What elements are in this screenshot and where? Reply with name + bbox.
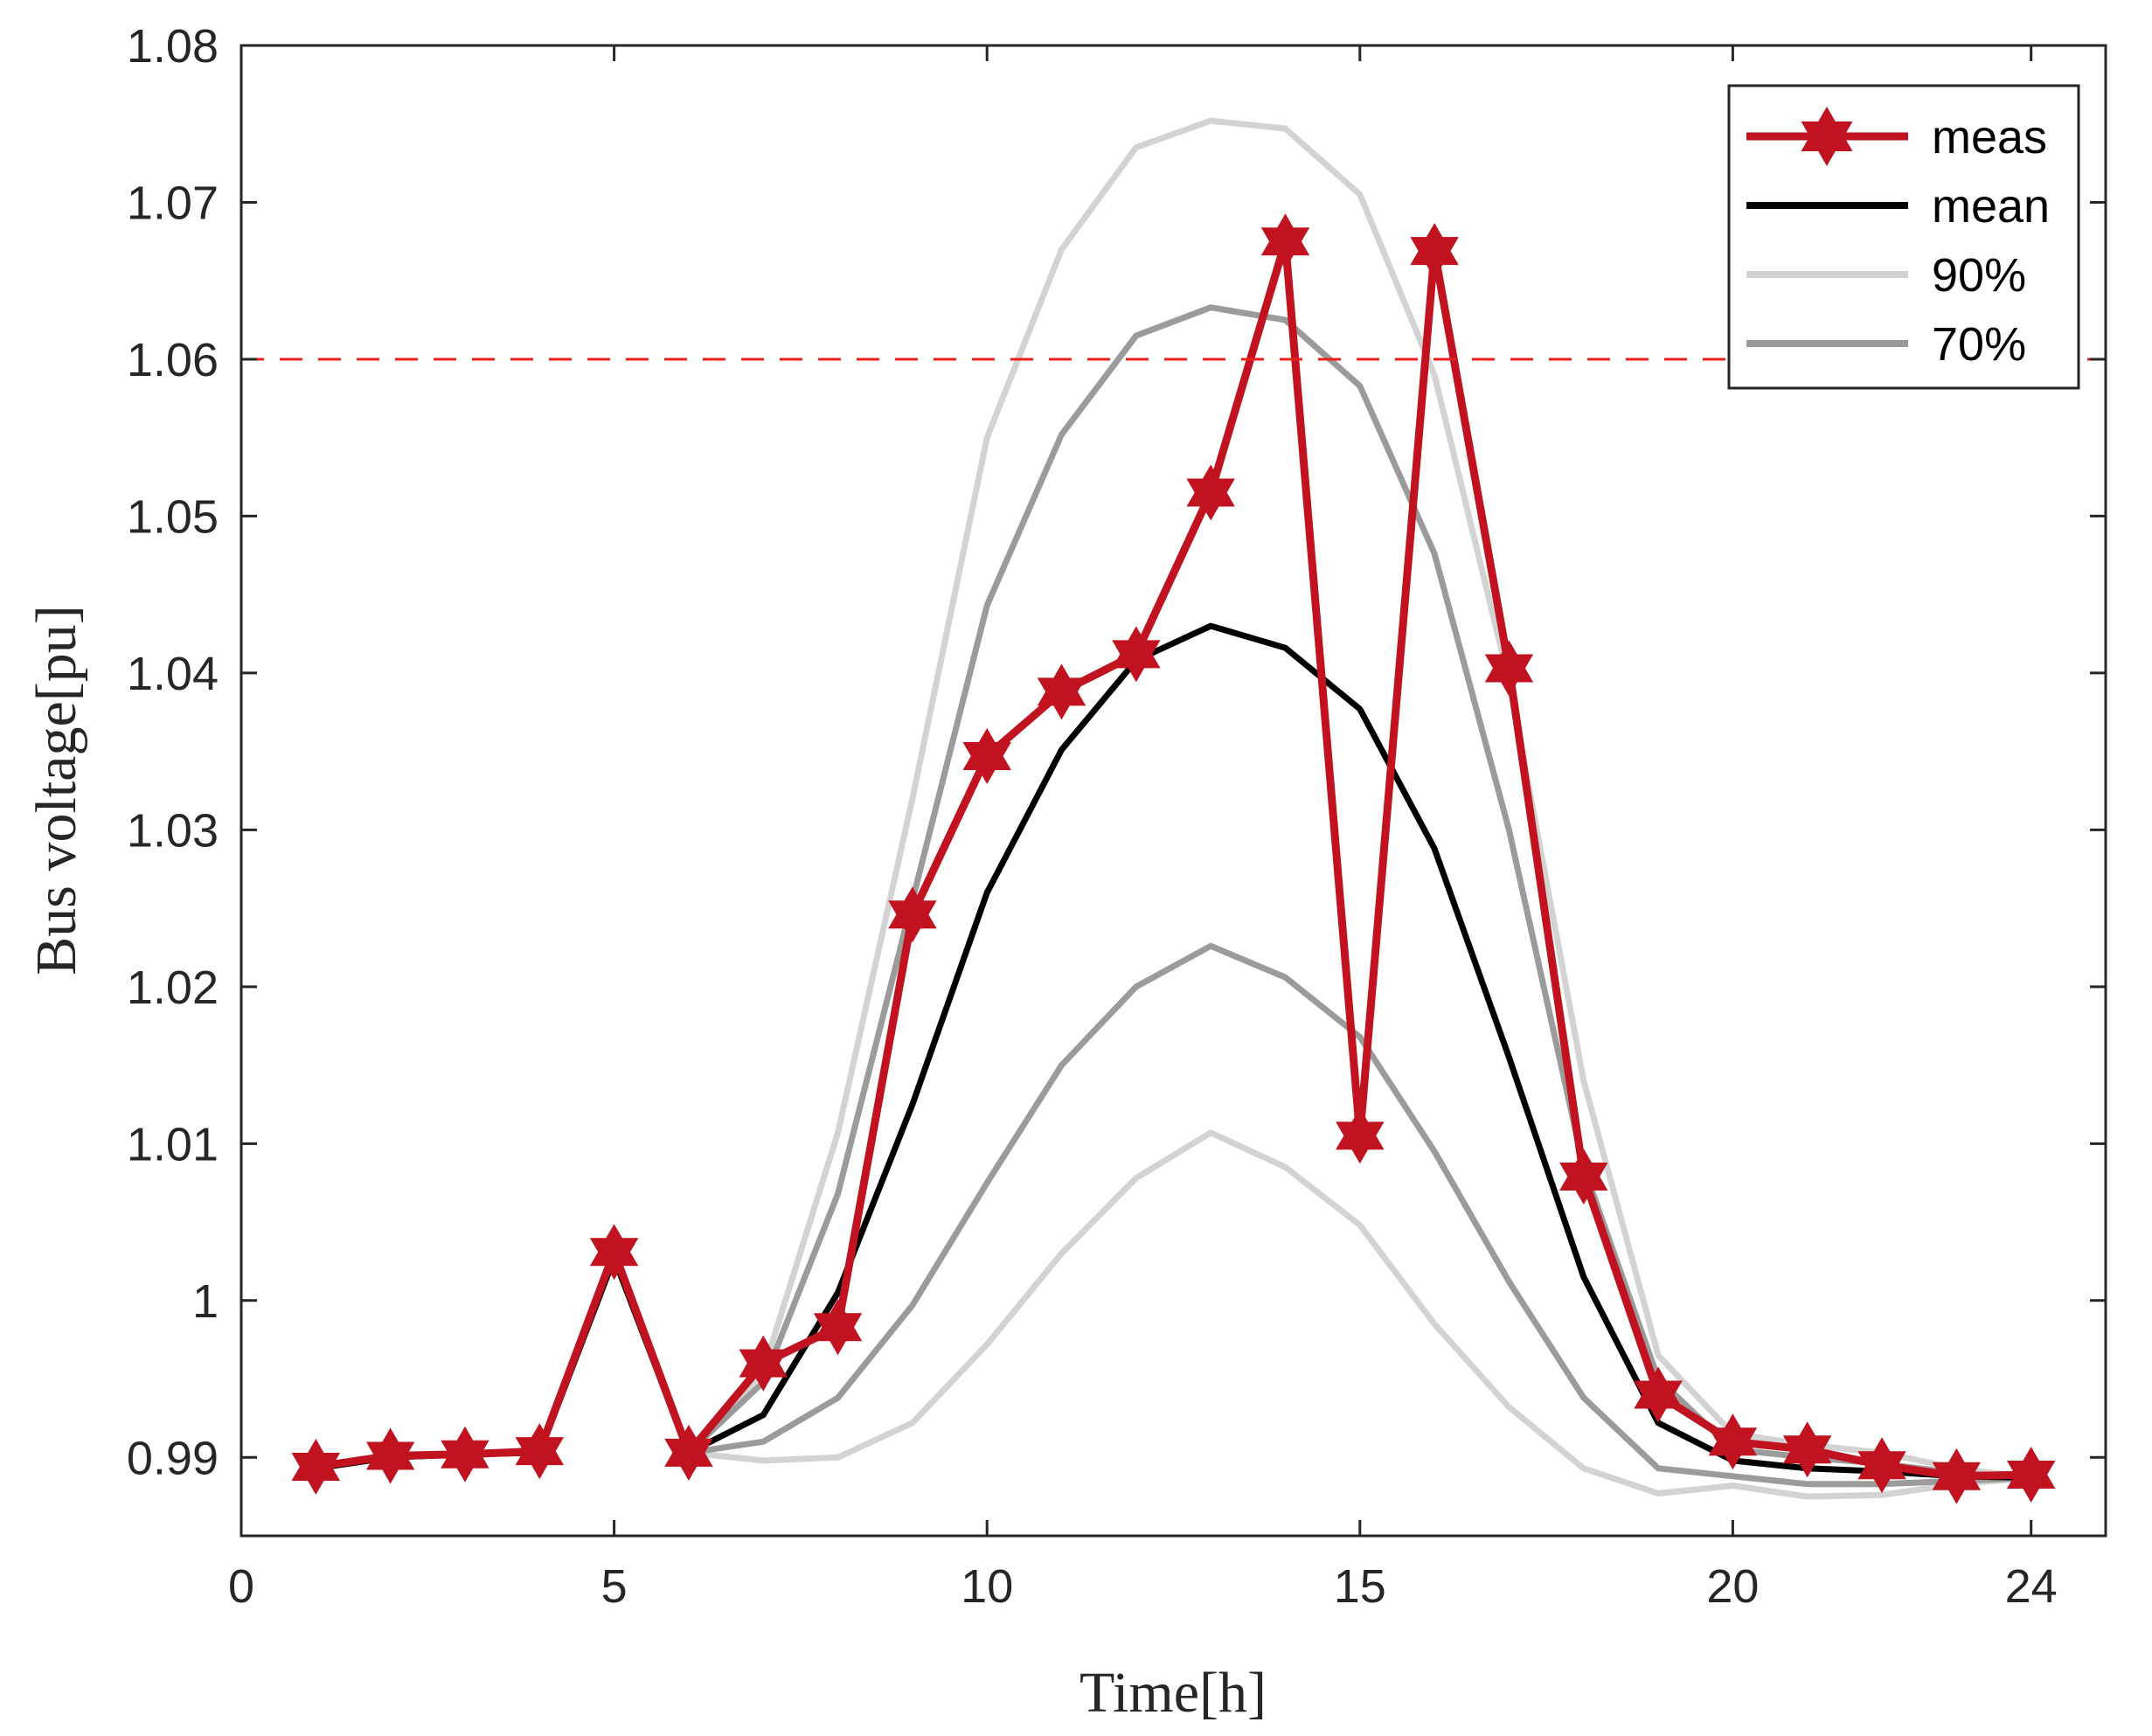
- series-meas-point: [813, 1299, 863, 1356]
- series-meas-point: [1559, 1148, 1608, 1205]
- series-meas-point: [1336, 1108, 1385, 1164]
- legend-marker-meas: [1801, 106, 1853, 167]
- y-tick-label: 1.01: [127, 1118, 219, 1170]
- series-layer: [241, 117, 2106, 1504]
- series-meas-point: [1260, 213, 1310, 270]
- x-tick-label: 20: [1706, 1560, 1759, 1613]
- series-meas-point: [1186, 464, 1235, 521]
- y-tick-label: 1.05: [127, 490, 219, 543]
- legend-label-70pct: 70%: [1932, 318, 2026, 371]
- x-tick-label: 24: [2005, 1560, 2058, 1613]
- legend-label-90pct: 90%: [1932, 249, 2026, 302]
- x-tick-label: 15: [1334, 1560, 1386, 1613]
- legend: meas mean 90% 70%: [1727, 84, 2080, 390]
- x-tick-label: 10: [961, 1560, 1013, 1613]
- series-meas-point: [291, 1438, 341, 1496]
- tick-layer: 0 5 10 15 20 24 0.99 1 1.01 1.02 1.03 1.04 1.05 1.06 1…: [127, 20, 2106, 1613]
- y-axis-title: Bus voltage[pu]: [24, 605, 88, 975]
- x-tick-label: 5: [601, 1560, 628, 1613]
- series-meas-point: [1112, 626, 1161, 683]
- y-tick-label: 1.04: [127, 648, 219, 700]
- series-meas-point: [515, 1423, 565, 1480]
- series-meas-point: [1484, 640, 1534, 697]
- series-meas-point: [888, 886, 937, 943]
- series-meas-point: [2006, 1446, 2056, 1503]
- y-tick-label: 1.08: [127, 20, 219, 73]
- series-meas-point: [1037, 663, 1086, 720]
- series-meas-point: [739, 1335, 788, 1392]
- series-meas-point: [589, 1224, 639, 1281]
- y-tick-label: 1.02: [127, 962, 219, 1014]
- legend-label-mean: mean: [1932, 180, 2050, 233]
- plot-frame: [239, 44, 2107, 1538]
- series-meas-point: [962, 728, 1011, 784]
- series-meas-point: [1410, 223, 1459, 280]
- series-meas-point: [664, 1424, 713, 1481]
- x-tick-label: 0: [228, 1560, 254, 1613]
- series-meas-point: [1782, 1421, 1832, 1478]
- y-tick-label: 0.99: [127, 1432, 219, 1484]
- series-meas-point: [441, 1426, 489, 1483]
- y-tick-label: 1.06: [127, 334, 219, 386]
- y-tick-label: 1.03: [127, 804, 219, 857]
- x-axis-title: Time[h]: [1079, 1661, 1267, 1725]
- series-meas-point: [365, 1427, 415, 1484]
- legend-label-meas: meas: [1932, 111, 2047, 163]
- series-meas-point: [1857, 1437, 1906, 1494]
- series-meas-point: [1634, 1366, 1683, 1423]
- y-tick-label: 1: [192, 1275, 219, 1328]
- series-meas-point: [1708, 1413, 1758, 1470]
- y-tick-label: 1.07: [127, 177, 219, 229]
- series-meas-point: [1932, 1448, 1982, 1504]
